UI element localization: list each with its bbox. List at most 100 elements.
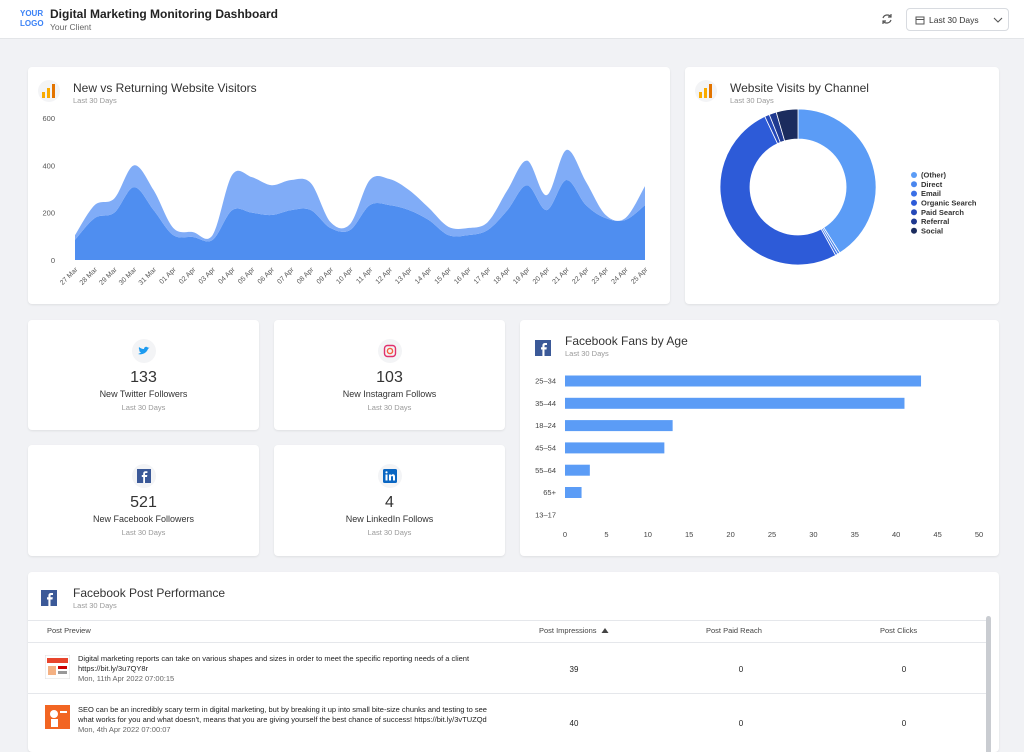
kpi-period: Last 30 Days <box>121 403 166 412</box>
fans-chart: 25–34 35–44 18–24 45–54 55–64 65+ 13–17 0 5 10 15 2… <box>535 340 983 539</box>
x-tick-label: 12 Apr <box>375 266 395 286</box>
x-tick-label: 10 <box>644 530 652 539</box>
bar <box>565 397 905 409</box>
x-tick-label: 01 Apr <box>158 266 178 286</box>
column-header[interactable]: Post Paid Reach <box>706 626 762 635</box>
post-preview: Digital marketing reports can take on va… <box>78 654 498 684</box>
column-header[interactable]: Post Clicks <box>880 626 918 635</box>
legend-label: Paid Search <box>921 208 964 217</box>
card-subtitle: Last 30 Days <box>565 349 609 358</box>
icon-shape <box>386 347 394 355</box>
refresh-button[interactable] <box>880 12 894 26</box>
card-subtitle: Last 30 Days <box>730 96 774 105</box>
bar <box>565 464 590 476</box>
x-tick-label: 30 <box>809 530 817 539</box>
legend-marker <box>911 227 917 234</box>
x-tick-label: 25 Apr <box>630 266 650 286</box>
x-tick-label: 28 Mar <box>79 266 100 287</box>
post-thumbnail <box>45 705 70 729</box>
x-tick-label: 24 Apr <box>610 266 630 286</box>
y-tick-label: 13–17 <box>535 510 556 519</box>
instagram-icon <box>378 339 402 363</box>
column-header[interactable]: Post Impressions <box>539 626 597 635</box>
kpi-card: 103 New Instagram Follows Last 30 Days <box>274 320 505 430</box>
table-cell: 0 <box>901 665 907 674</box>
x-tick-label: 05 Apr <box>237 266 257 286</box>
logo: YOUR LOGO <box>20 9 44 29</box>
kpi-card: 133 New Twitter Followers Last 30 Days <box>28 320 259 430</box>
kpi-value: 521 <box>130 494 157 511</box>
table-cell: 0 <box>738 665 744 674</box>
legend-label: Organic Search <box>921 199 977 208</box>
x-tick-label: 45 <box>933 530 941 539</box>
table-cell: 40 <box>569 719 579 728</box>
bar <box>565 487 582 498</box>
y-tick-label: 65+ <box>543 488 556 497</box>
legend-marker <box>911 209 917 216</box>
legend-label: Direct <box>921 180 943 189</box>
facebook-icon <box>535 340 551 356</box>
column-header[interactable]: Post Preview <box>47 626 91 635</box>
post-preview: SEO can be an incredibly scary term in d… <box>78 705 498 735</box>
legend-marker <box>911 172 917 178</box>
kpi-value: 133 <box>130 369 157 386</box>
kpi-period: Last 30 Days <box>121 528 166 537</box>
card-title: Website Visits by Channel <box>730 81 869 95</box>
fans-card: 25–34 35–44 18–24 45–54 55–64 65+ 13–17 0 5 10 15 2… <box>520 320 999 556</box>
sort-indicator <box>601 628 609 633</box>
icon-shape <box>699 92 702 98</box>
thumb-shape <box>60 711 67 713</box>
chevron <box>993 17 1003 23</box>
icon-shape <box>47 593 53 606</box>
scrollbar[interactable] <box>986 616 991 752</box>
x-tick-label: 11 Apr <box>355 266 374 285</box>
icon-shape <box>47 88 50 98</box>
kpi-label: New Twitter Followers <box>99 389 188 399</box>
card-title: New vs Returning Website Visitors <box>73 81 257 95</box>
y-tick-label: 35–44 <box>535 399 556 408</box>
date-range: Last 30 Days <box>929 15 979 25</box>
facebook-icon <box>132 464 156 488</box>
date-picker[interactable]: Last 30 Days <box>906 8 1009 31</box>
kpi-period: Last 30 Days <box>367 403 412 412</box>
x-tick-label: 20 Apr <box>532 266 552 286</box>
x-tick-label: 06 Apr <box>257 266 277 286</box>
x-tick-label: 31 Mar <box>138 266 159 287</box>
kpi-label: New LinkedIn Follows <box>345 514 434 524</box>
kpi-label: New Facebook Followers <box>92 514 195 524</box>
card-title: Facebook Fans by Age <box>565 334 688 348</box>
kpi-value: 4 <box>385 494 394 511</box>
kpi-card: 4 New LinkedIn Follows Last 30 Days <box>274 445 505 556</box>
x-tick-label: 15 <box>685 530 693 539</box>
channel-card: (Other) Direct Email Organic Search Paid Sea… <box>685 67 999 304</box>
post-text: SEO can be an incredibly scary term in d… <box>78 705 487 724</box>
table-cell: 0 <box>901 719 907 728</box>
calendar-icon <box>915 16 925 25</box>
icon-bg <box>378 339 402 363</box>
bar <box>565 442 665 454</box>
thumb-shape <box>58 666 67 669</box>
x-tick-label: 25 <box>768 530 776 539</box>
post-date: Mon, 11th Apr 2022 07:00:15 <box>78 674 175 683</box>
x-tick-label: 50 <box>975 530 983 539</box>
legend-label: Social <box>921 226 943 235</box>
logo-line: LOGO <box>20 19 44 28</box>
x-tick-label: 19 Apr <box>512 266 532 286</box>
visitors-card: 0 200 400 600 27 Mar 28 Mar 29 Mar 30 Mar 31 Mar… <box>28 67 670 304</box>
table-row: Digital marketing reports can take on va… <box>28 642 987 694</box>
x-tick-label: 10 Apr <box>335 266 355 286</box>
dashboard-title: Digital Marketing Monitoring Dashboard <box>50 7 279 21</box>
x-tick-label: 14 Apr <box>414 266 434 286</box>
x-tick-label: 20 <box>726 530 734 539</box>
x-tick-label: 29 Mar <box>98 266 119 287</box>
legend-marker <box>911 190 917 197</box>
x-tick-label: 03 Apr <box>198 266 218 286</box>
y-tick-label: 25–34 <box>535 377 556 386</box>
area <box>75 179 645 260</box>
card-subtitle: Last 30 Days <box>73 601 117 610</box>
y-tick-label: 45–54 <box>535 444 556 453</box>
x-tick-label: 15 Apr <box>434 266 454 286</box>
